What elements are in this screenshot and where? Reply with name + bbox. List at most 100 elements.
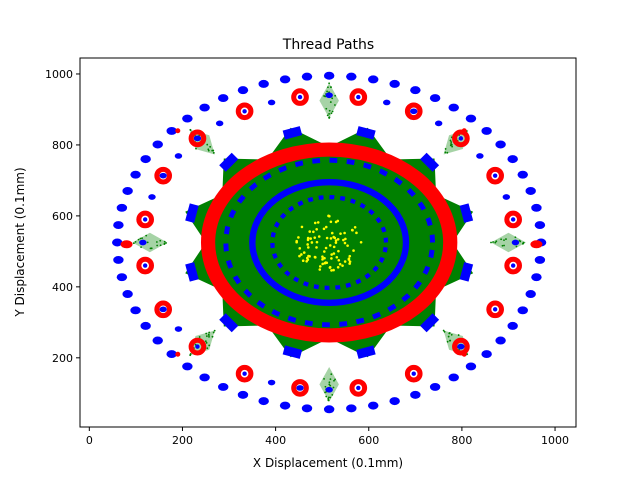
rosette-center <box>297 94 303 100</box>
yellow-cluster-point <box>301 259 305 263</box>
blue-ring-point <box>215 120 224 127</box>
red-rosettes-item <box>235 102 254 121</box>
blue-blocks-block <box>459 203 474 223</box>
red-rosettes-item <box>504 210 522 229</box>
x-tick-label: 1000 <box>541 434 569 447</box>
blue-dashed-ring <box>223 157 436 328</box>
blue-ring-point <box>325 386 333 393</box>
blue-ring-point <box>368 401 379 410</box>
blue-ring-point <box>476 153 484 159</box>
diamond-stitch <box>450 141 453 143</box>
diamond-stitch <box>189 129 192 131</box>
rosette-ring <box>235 364 254 383</box>
plot-area <box>112 71 547 414</box>
diamond-stitch <box>139 237 142 240</box>
blue-blocks-block <box>219 313 239 333</box>
rosette-center <box>242 371 247 376</box>
diamond-stitch <box>145 234 148 237</box>
diamond-stitch <box>208 331 211 334</box>
diamond-stitch <box>327 396 330 399</box>
blue-ring-point <box>116 203 128 212</box>
diamond-stitch <box>448 332 451 334</box>
blue-ring-point <box>122 290 133 299</box>
blue-ring-point <box>429 382 441 391</box>
diamond-stitch <box>155 241 158 243</box>
blue-ring-point <box>531 273 542 282</box>
y-tick-label: 200 <box>52 352 73 365</box>
yellow-cluster-point <box>307 254 310 258</box>
diamond-stitch <box>140 246 142 249</box>
diamond-stitch <box>323 378 325 380</box>
blue-ring-point <box>199 103 210 112</box>
yellow-cluster-point <box>321 255 324 258</box>
yellow-cluster-point <box>318 268 322 271</box>
diamond-stitch <box>333 379 335 382</box>
blue-ring-point <box>517 170 528 179</box>
blue-ring-point <box>410 390 421 399</box>
blue-ring-point <box>429 94 441 103</box>
rosette-ring <box>235 102 254 121</box>
yellow-cluster-point <box>330 257 333 260</box>
blue-blocks-block <box>420 152 440 172</box>
rosette-ring <box>404 364 423 383</box>
blue-ring-point <box>113 255 124 264</box>
yellow-cluster-point <box>348 260 352 263</box>
diamond-stitch <box>332 386 335 389</box>
diamond-stitch <box>515 245 518 248</box>
red-dots-point <box>461 128 467 134</box>
rosette-center <box>160 307 166 312</box>
green-star <box>185 127 474 358</box>
yellow-cluster-point <box>308 230 312 233</box>
diamond-stitch <box>444 148 447 150</box>
diamond-stitch <box>204 340 207 343</box>
red-rosettes-item <box>349 379 368 397</box>
diamond-stitch <box>446 151 449 154</box>
blue-ring-point <box>140 321 151 330</box>
yellow-cluster-point <box>324 246 328 250</box>
yellow-cluster-point <box>343 231 346 235</box>
yellow-cluster-point <box>327 214 330 218</box>
diamond-stitch <box>195 147 197 150</box>
yellow-cluster-point <box>298 254 301 258</box>
blue-blocks-block <box>219 152 239 172</box>
blue-ring-point <box>182 114 193 123</box>
blue-ring-point <box>525 290 536 299</box>
yellow-cluster-point <box>332 235 335 239</box>
blue-ring-point <box>301 404 313 413</box>
yellow-cluster-point <box>318 265 322 268</box>
blue-ring-point <box>148 194 156 200</box>
rosette-ring <box>504 210 522 229</box>
yellow-cluster-point <box>317 235 321 238</box>
rosette-ring <box>154 166 173 185</box>
yellow-cluster-point <box>334 241 338 244</box>
diamond-stitch <box>449 139 452 142</box>
diamond-stitch <box>492 241 494 243</box>
yellow-cluster-point <box>309 237 312 240</box>
diamond-stitch <box>206 347 209 350</box>
yellow-cluster-point <box>325 261 329 265</box>
diamond-stitch <box>329 101 332 103</box>
diamond-stitch <box>212 331 215 334</box>
diamond-stitch <box>330 86 332 89</box>
blue-blocks-block <box>356 126 376 140</box>
yellow-cluster-point <box>348 254 352 258</box>
diamond-stitch <box>328 113 331 115</box>
yellow-cluster-point <box>332 252 336 255</box>
diamond-stitch <box>329 396 332 399</box>
red-dots-point <box>175 351 181 357</box>
blue-thick-ring <box>249 178 410 307</box>
x-tick-label: 600 <box>358 434 379 447</box>
rosette-ring <box>349 379 368 397</box>
blue-blocks-block <box>282 345 303 359</box>
x-tick-label: 400 <box>265 434 286 447</box>
diamond-stitch <box>449 144 452 147</box>
diamond-stitch <box>205 332 208 335</box>
blue-ring-point <box>113 221 124 230</box>
x-tick-label: 200 <box>172 434 193 447</box>
blue-ring-point <box>410 86 421 95</box>
diamond-stitch <box>500 238 503 241</box>
rosette-ring <box>154 300 173 319</box>
blue-ring-point <box>448 103 459 112</box>
diamond-stitch <box>141 237 143 240</box>
rosette-center <box>195 136 200 141</box>
